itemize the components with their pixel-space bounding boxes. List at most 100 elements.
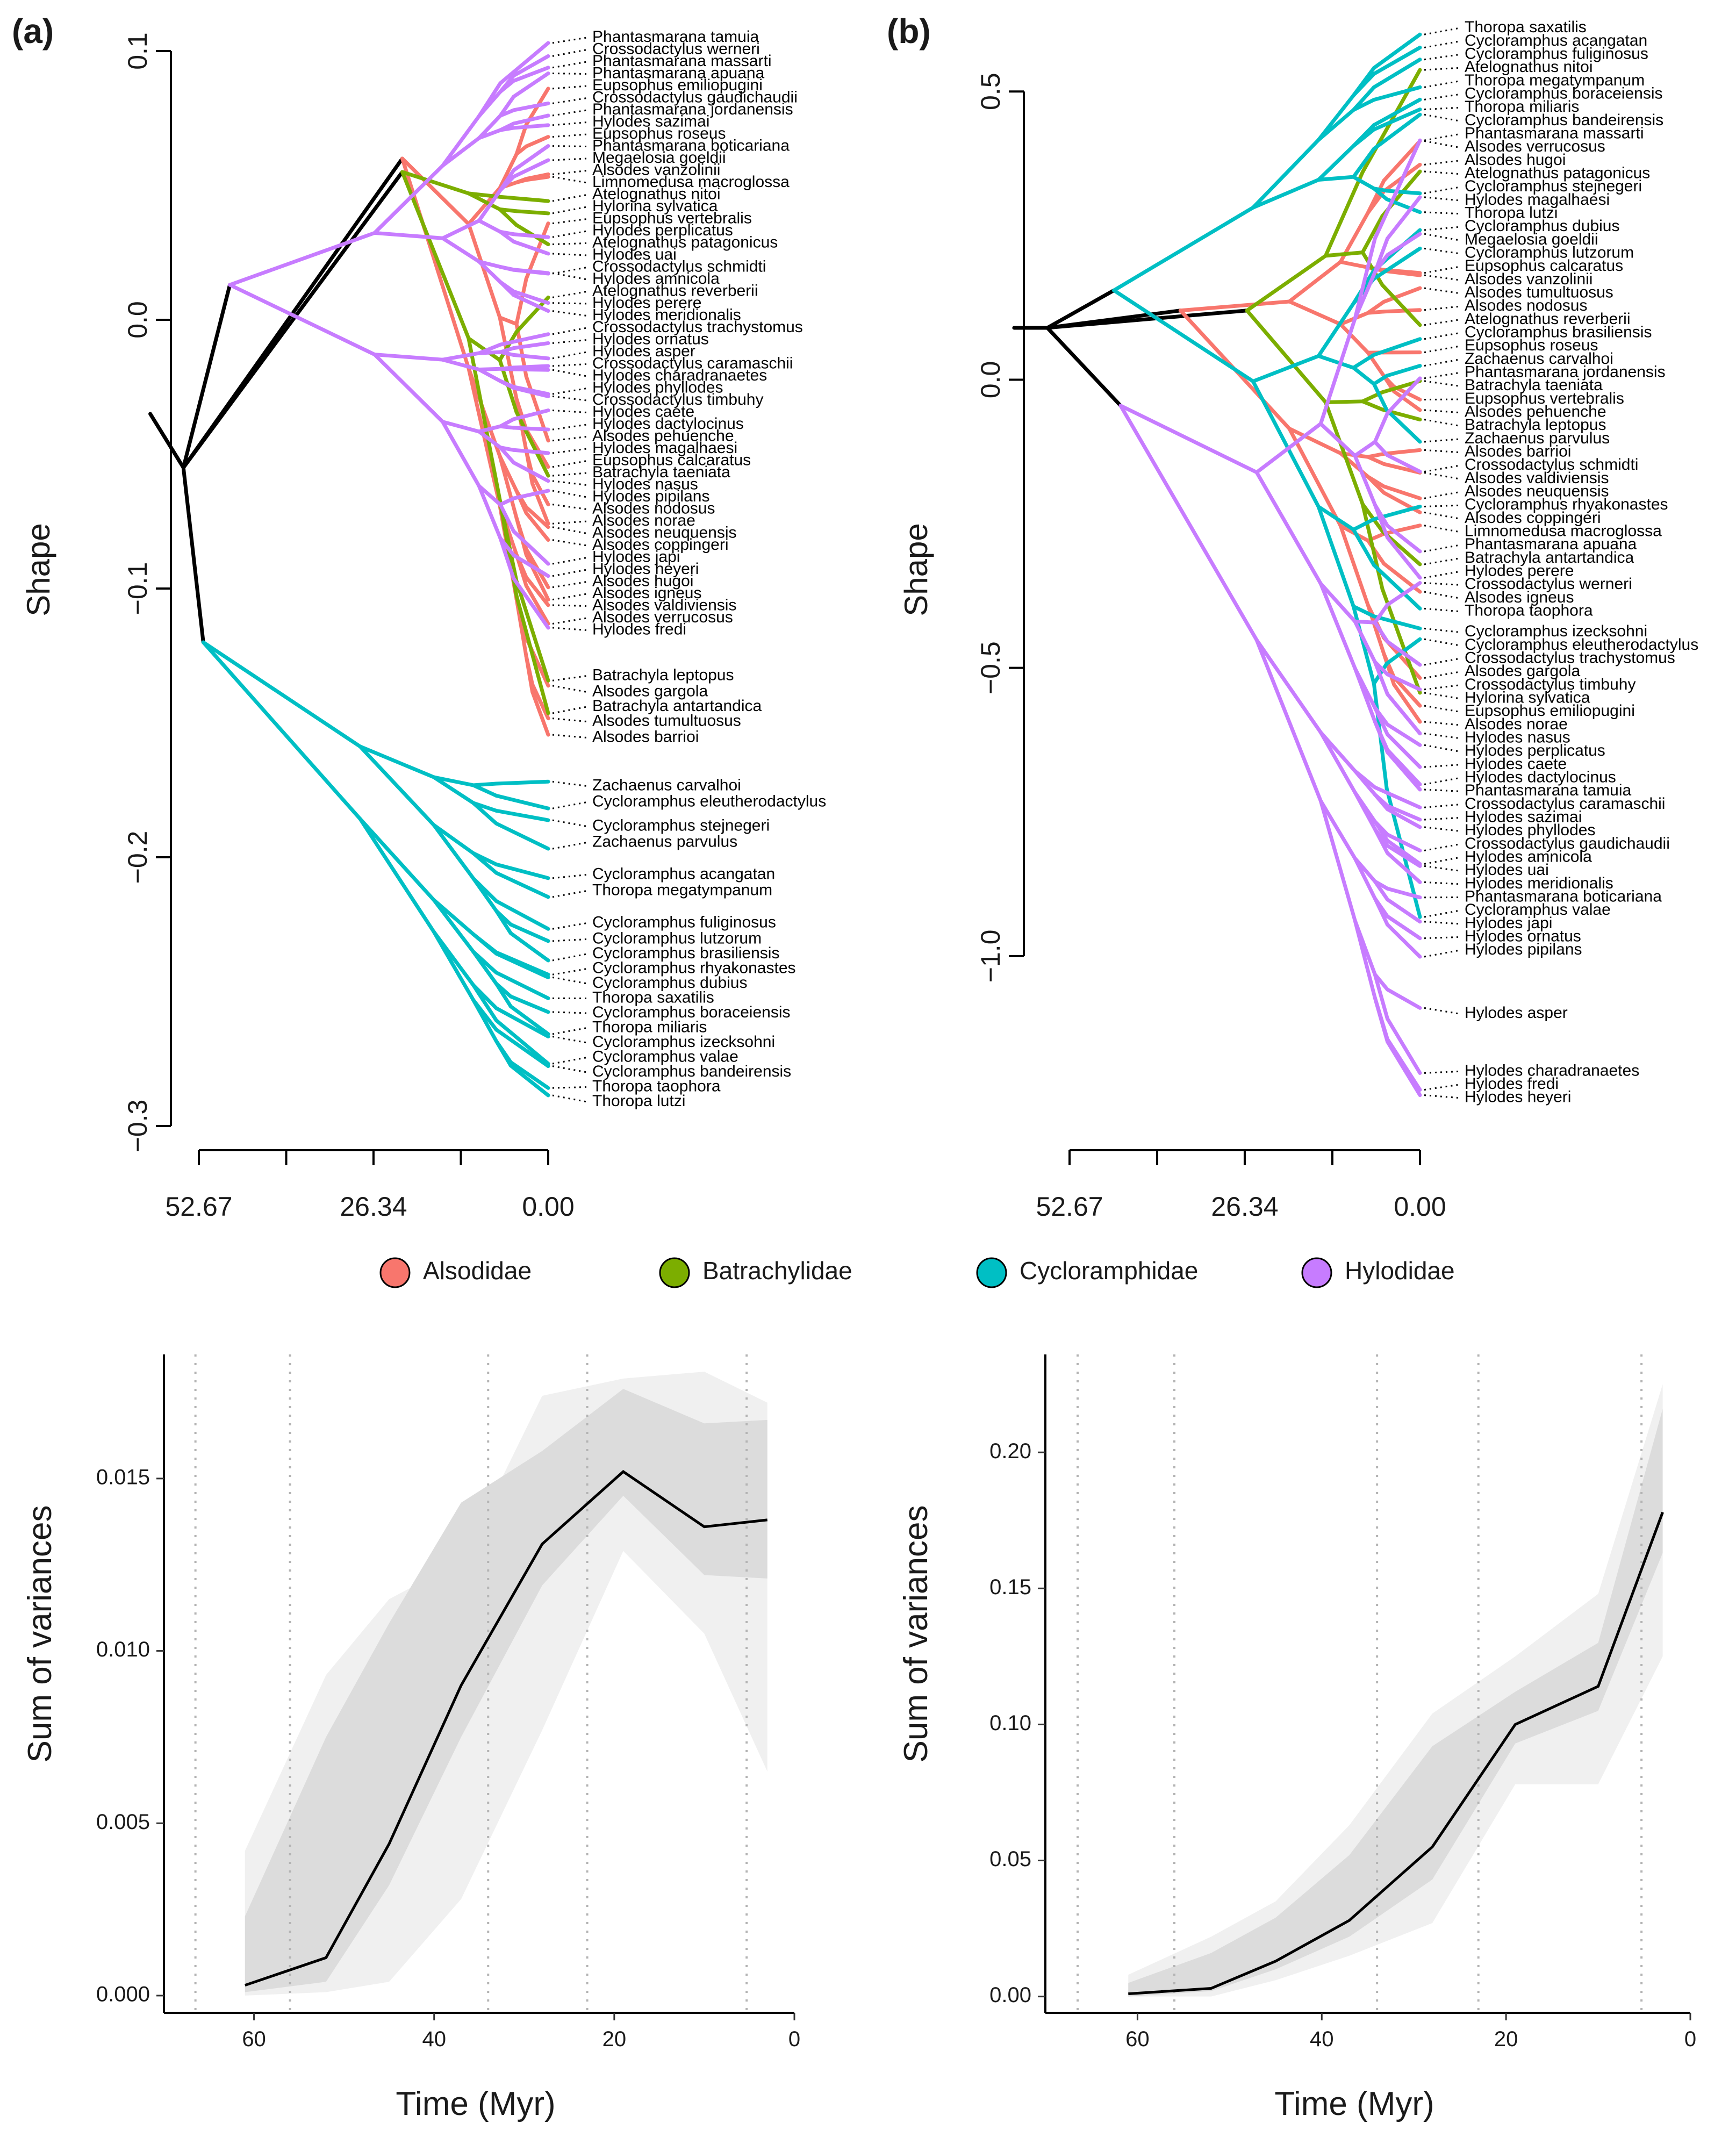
tip-connector (1424, 582, 1460, 586)
tip-label: Batrachyla taeniata (1465, 376, 1603, 394)
branch (498, 152, 519, 190)
branch (514, 209, 550, 216)
tip-connector (1424, 419, 1460, 427)
tip-label: Batrachyla leptopus (1465, 416, 1606, 434)
tip-label: Hylorina sylvatica (1465, 689, 1590, 706)
tip-connector (1424, 744, 1460, 752)
branch (1287, 260, 1343, 304)
branch (477, 350, 503, 355)
branch (498, 175, 516, 192)
tip-connector (552, 627, 587, 631)
branch (530, 682, 550, 721)
branch (477, 368, 503, 383)
branch (1318, 730, 1357, 794)
branch (1318, 582, 1357, 623)
branch (1353, 666, 1377, 724)
branch (1373, 440, 1389, 457)
x-axis-title-c: Time (Myr) (396, 2085, 555, 2122)
branch (498, 78, 516, 94)
tip-connector (1424, 638, 1460, 647)
branch (1373, 660, 1389, 697)
tip-connector (552, 539, 587, 547)
tip-label: Hylodes uai (592, 246, 677, 263)
branch (467, 336, 502, 502)
tip-connector (1424, 733, 1460, 739)
legend: Alsodidae Batrachylidae Cycloramphidae Hylo… (379, 1257, 1455, 1288)
branch (514, 123, 528, 156)
branch (1372, 614, 1422, 630)
branch (1245, 309, 1328, 404)
branch (228, 283, 377, 357)
tip-label: Atelognathus patagonicus (1465, 164, 1650, 182)
tip-label: Eupsophus roseus (1465, 336, 1598, 354)
tip-label: Thoropa saxatilis (1465, 18, 1587, 36)
tip-label: Phantasmarana massarti (1465, 125, 1644, 142)
branch (441, 351, 481, 362)
tip-label: Crossodactylus caramaschii (592, 354, 793, 372)
x-axis-title-d: Time (Myr) (1274, 2085, 1434, 2122)
y-axis-b: 0.5 0.0 −0.5 −1.0 (975, 73, 1025, 982)
branch (1360, 502, 1385, 533)
tip-connector (1424, 170, 1460, 175)
y-tick-label: −0.5 (975, 641, 1006, 694)
branch (471, 983, 498, 1023)
tip-connector (1424, 226, 1460, 231)
branch (228, 231, 377, 287)
tip-connector (552, 339, 587, 344)
branch (1382, 139, 1422, 183)
branch (1353, 440, 1377, 458)
branch (1382, 523, 1422, 536)
branch (432, 898, 476, 954)
branch (508, 931, 550, 963)
branch (512, 367, 550, 372)
tip-connector (1424, 140, 1460, 148)
tip-label: Alsodes gargola (1465, 662, 1580, 680)
branch (1373, 792, 1389, 812)
tip-label: Eupsophus vertebralis (1465, 390, 1624, 407)
branch (1382, 652, 1396, 687)
branch (471, 851, 498, 875)
tip-label: Eupsophus emiliopugini (592, 76, 763, 94)
tip-label: Alsodes norae (1465, 715, 1568, 733)
tip-label: Zachaenus parvulus (592, 833, 737, 850)
branch (524, 135, 550, 148)
branch (441, 420, 481, 434)
tip-label: Hylodes heyeri (1465, 1088, 1571, 1106)
tip-connector (1424, 438, 1460, 443)
tip-connector (1424, 1094, 1460, 1099)
branch (477, 424, 503, 434)
y-tick-label: 0.5 (975, 73, 1006, 110)
branch (471, 950, 498, 986)
branch (1353, 454, 1377, 507)
y-tick-label: −0.1 (123, 562, 153, 615)
y-tick-label: −0.2 (123, 831, 153, 884)
branch (512, 158, 550, 179)
legend-label: Alsodidae (423, 1257, 532, 1285)
branch (432, 930, 476, 1002)
branch (471, 876, 498, 913)
branch (498, 95, 516, 118)
tip-connector (552, 85, 587, 90)
branch (1385, 408, 1422, 444)
tip-connector (552, 109, 587, 117)
tip-label: Hylodes japi (1465, 914, 1552, 932)
tip-label: Cycloramphus bandeirensis (1465, 111, 1663, 129)
tip-label: Alsodes valdiviensis (592, 596, 736, 614)
branch (1392, 389, 1422, 412)
branch (1251, 178, 1321, 210)
tip-label: Batrachyla leptopus (592, 666, 734, 684)
branch (477, 113, 503, 140)
branch (1316, 302, 1355, 358)
branch (1251, 138, 1321, 210)
x-tick-label: 0 (1684, 2027, 1696, 2051)
tip-connector (1424, 764, 1460, 768)
branch (1323, 400, 1365, 506)
tip-label: Alsodes vanzolinii (592, 161, 720, 178)
branch (498, 329, 519, 362)
tip-label: Alsodes igneus (1465, 589, 1574, 606)
branch (494, 808, 550, 822)
tip-connector (1424, 571, 1460, 579)
branch (1385, 189, 1422, 196)
tip-label: Alsodes neuquensis (1465, 483, 1609, 500)
